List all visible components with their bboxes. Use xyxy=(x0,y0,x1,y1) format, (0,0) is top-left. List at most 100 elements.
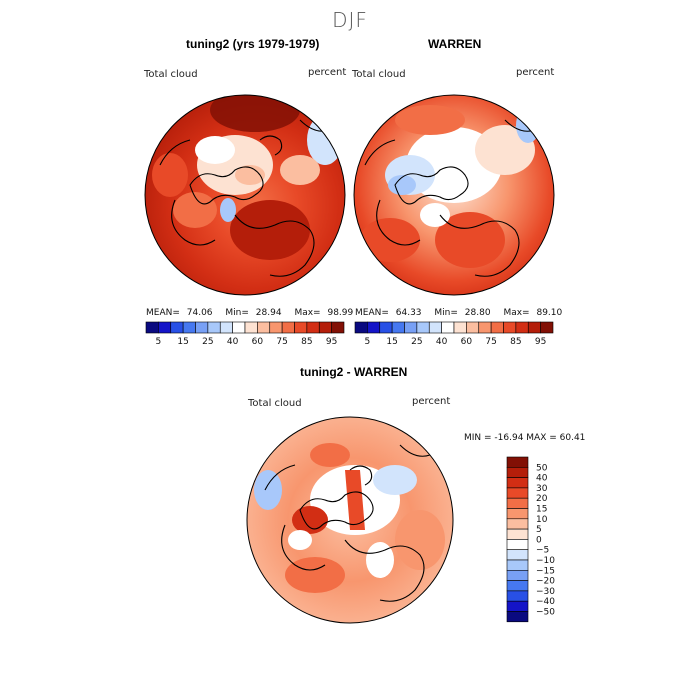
colorbar-box xyxy=(294,321,308,334)
colorbar-tick-label: 75 xyxy=(276,337,287,347)
panel1-unit-label: percent xyxy=(308,67,347,78)
colorbar-tick-label: 10 xyxy=(536,515,548,525)
colorbar-box xyxy=(404,321,418,334)
colorbar-box xyxy=(506,559,529,571)
colorbar-tick-label: 15 xyxy=(536,505,547,515)
colorbar-tick-label: 85 xyxy=(510,337,521,347)
colorbar-tick-label: 95 xyxy=(535,337,546,347)
panel2-map xyxy=(353,94,555,296)
colorbar-box xyxy=(506,611,529,623)
colorbar-tick-label: −15 xyxy=(536,566,555,576)
colorbar-tick-label: −30 xyxy=(536,587,555,597)
colorbar-box xyxy=(478,321,492,334)
panel2-min-label: Min= xyxy=(434,308,458,318)
colorbar-box xyxy=(506,590,529,602)
colorbar-box xyxy=(416,321,430,334)
panel1-var-label: Total cloud xyxy=(144,69,198,80)
diff-min-max: MIN = -16.94 MAX = 60.41 xyxy=(464,433,586,443)
panel1-title: tuning2 (yrs 1979-1979) xyxy=(186,37,320,51)
colorbar-box xyxy=(170,321,184,334)
colorbar-tick-label: 60 xyxy=(252,337,264,347)
colorbar-tick-label: 60 xyxy=(461,337,473,347)
colorbar-box xyxy=(207,321,221,334)
colorbar-tick-label: 25 xyxy=(411,337,422,347)
panel1-colorbar: 5 15 25 40 60 75 85 95 xyxy=(145,321,345,347)
colorbar-box xyxy=(506,539,529,551)
panel1-max: 98.99 xyxy=(327,308,354,318)
colorbar-tick-label: 95 xyxy=(326,337,337,347)
colorbar-box xyxy=(244,321,258,334)
colorbar-tick-label: 40 xyxy=(536,474,548,484)
colorbar-box xyxy=(318,321,332,334)
colorbar-box xyxy=(540,321,554,334)
colorbar-tick-label: −50 xyxy=(536,608,555,618)
colorbar-box xyxy=(441,321,455,334)
panel2-unit-label: percent xyxy=(516,67,555,78)
panel2-title: WARREN xyxy=(428,37,482,51)
colorbar-box xyxy=(490,321,504,334)
colorbar-box xyxy=(506,466,529,478)
colorbar-tick-label: 15 xyxy=(177,337,188,347)
panel2-stats: MEAN= 64.33 Min= 28.80 Max= 89.10 xyxy=(355,308,562,318)
panel1-max-label: Max= xyxy=(294,308,321,318)
colorbar-tick-label: −40 xyxy=(536,597,555,607)
colorbar-box xyxy=(428,321,442,334)
panel1-mean-label: MEAN= xyxy=(146,308,180,318)
colorbar-box xyxy=(506,600,529,612)
panel2-mean-label: MEAN= xyxy=(355,308,389,318)
colorbar-box xyxy=(506,456,529,468)
colorbar-box xyxy=(257,321,271,334)
colorbar-box xyxy=(506,569,529,581)
colorbar-box xyxy=(506,487,529,499)
colorbar-box xyxy=(506,518,529,530)
colorbar-box xyxy=(506,477,529,489)
colorbar-box xyxy=(331,321,345,334)
colorbar-tick-label: 5 xyxy=(156,337,162,347)
diff-title: tuning2 - WARREN xyxy=(300,365,408,379)
colorbar-box xyxy=(281,321,295,334)
colorbar-tick-label: 0 xyxy=(536,535,542,545)
colorbar-box xyxy=(232,321,246,334)
colorbar-box xyxy=(515,321,529,334)
colorbar-box xyxy=(527,321,541,334)
panel1-stats: MEAN= 74.06 Min= 28.94 Max= 98.99 xyxy=(146,308,353,318)
colorbar-box xyxy=(158,321,172,334)
colorbar-box xyxy=(506,580,529,592)
colorbar-tick-label: 15 xyxy=(386,337,397,347)
diff-unit-label: percent xyxy=(412,396,451,407)
panel2-max: 89.10 xyxy=(536,308,563,318)
colorbar-box xyxy=(391,321,405,334)
panel2-colorbar: 5 15 25 40 60 75 85 95 xyxy=(354,321,554,347)
colorbar-tick-label: 85 xyxy=(301,337,312,347)
colorbar-tick-label: 5 xyxy=(365,337,371,347)
colorbar-box xyxy=(219,321,233,334)
colorbar-box xyxy=(195,321,209,334)
colorbar-box xyxy=(506,508,529,520)
colorbar-tick-label: 5 xyxy=(536,525,542,535)
panel1-min-label: Min= xyxy=(225,308,249,318)
colorbar-box xyxy=(379,321,393,334)
page-title: DJF xyxy=(332,8,368,32)
colorbar-box xyxy=(182,321,196,334)
panel1-min: 28.94 xyxy=(255,308,282,318)
colorbar-tick-label: 25 xyxy=(202,337,213,347)
colorbar-box xyxy=(466,321,480,334)
colorbar-box xyxy=(453,321,467,334)
colorbar-box xyxy=(306,321,320,334)
panel1-mean: 74.06 xyxy=(186,308,213,318)
colorbar-tick-label: −20 xyxy=(536,577,555,587)
colorbar-tick-label: 75 xyxy=(485,337,496,347)
panel2-var-label: Total cloud xyxy=(352,69,406,80)
panel2-min: 28.80 xyxy=(464,308,491,318)
colorbar-box xyxy=(145,321,159,334)
colorbar-tick-label: −5 xyxy=(536,546,549,556)
colorbar-box xyxy=(506,497,529,509)
panel1-map xyxy=(144,94,346,296)
diff-map xyxy=(246,416,454,624)
colorbar-tick-label: 40 xyxy=(436,337,448,347)
diff-var-label: Total cloud xyxy=(248,398,302,409)
panel2-mean: 64.33 xyxy=(395,308,422,318)
colorbar-tick-label: 20 xyxy=(536,494,548,504)
